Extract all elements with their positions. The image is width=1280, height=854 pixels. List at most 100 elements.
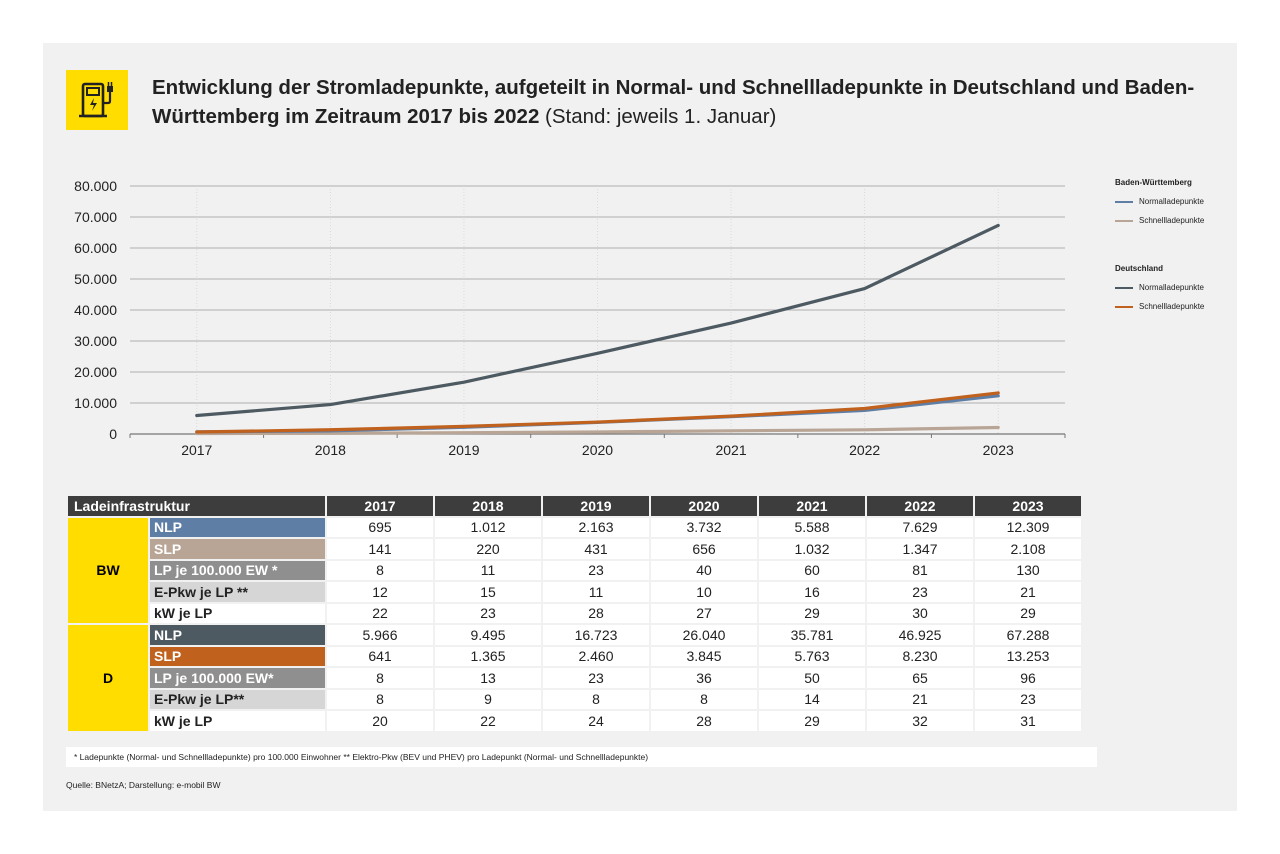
legend-label: Schnellladepunkte xyxy=(1139,216,1205,225)
table-cell: 28 xyxy=(651,711,757,731)
table-cell: 21 xyxy=(975,582,1081,602)
x-tick-label: 2019 xyxy=(448,442,479,458)
table-cell: 22 xyxy=(327,603,433,623)
x-tick-label: 2022 xyxy=(849,442,880,458)
table-cell: 641 xyxy=(327,646,433,666)
ev-charging-station-icon xyxy=(79,82,113,118)
table-cell: 50 xyxy=(759,668,865,688)
table-cell: 14 xyxy=(759,689,865,709)
legend-swatch xyxy=(1115,305,1133,308)
y-tick-label: 60.000 xyxy=(74,240,117,256)
x-tick-label: 2018 xyxy=(315,442,346,458)
table-cell: 31 xyxy=(975,711,1081,731)
table-cell: 12 xyxy=(327,582,433,602)
year-header: 2018 xyxy=(435,496,541,516)
table-cell: 67.288 xyxy=(975,625,1081,645)
table-cell: 23 xyxy=(543,560,649,580)
title-bold: Entwicklung der Stromladepunkte, aufgete… xyxy=(152,76,1195,128)
table-row: kW je LP 20 22 24 28 29 32 31 xyxy=(68,711,1081,731)
table-cell: 1.012 xyxy=(435,517,541,537)
table-cell: 13.253 xyxy=(975,646,1081,666)
legend-group-title: Deutschland xyxy=(1115,264,1164,273)
table-cell: 2.460 xyxy=(543,646,649,666)
row-label: E-Pkw je LP** xyxy=(150,689,325,709)
table-cell: 12.309 xyxy=(975,517,1081,537)
table-cell: 9 xyxy=(435,689,541,709)
series-line-d-schnell xyxy=(195,391,1000,434)
table-cell: 46.925 xyxy=(867,625,973,645)
table-row: E-Pkw je LP ** 12 15 11 10 16 23 21 xyxy=(68,582,1081,602)
table-cell: 1.032 xyxy=(759,539,865,559)
table-row: D NLP 5.966 9.495 16.723 26.040 35.781 46.925 67… xyxy=(68,625,1081,731)
year-header: 2022 xyxy=(867,496,973,516)
table-cell: 40 xyxy=(651,560,757,580)
group-label: D xyxy=(68,625,148,731)
line-chart: 0 10.000 20.000 30.000 40.000 50.000 60.000 70.… xyxy=(74,178,1066,458)
y-tick-label: 0 xyxy=(109,426,117,442)
table-cell: 81 xyxy=(867,560,973,580)
table-cell: 8 xyxy=(651,689,757,709)
table-cell: 141 xyxy=(327,539,433,559)
year-header: 2019 xyxy=(543,496,649,516)
table-cell: 20 xyxy=(327,711,433,731)
row-label: kW je LP xyxy=(150,603,325,623)
table-cell: 9.495 xyxy=(435,625,541,645)
title-suffix: (Stand: jeweils 1. Januar) xyxy=(539,105,777,128)
table-cell: 15 xyxy=(435,582,541,602)
legend-item: Normalladepunkte xyxy=(1115,283,1204,292)
table-header-row: Ladeinfrastruktur 2017 2018 2019 2020 20… xyxy=(68,496,1081,516)
table-cell: 11 xyxy=(435,560,541,580)
table-cell: 27 xyxy=(651,603,757,623)
legend-item: Schnellladepunkte xyxy=(1115,302,1204,311)
row-label: SLP xyxy=(150,646,325,666)
table-cell: 16.723 xyxy=(543,625,649,645)
table-cell: 3.732 xyxy=(651,517,757,537)
table-cell: 29 xyxy=(759,603,865,623)
year-header: 2017 xyxy=(327,496,433,516)
table-cell: 16 xyxy=(759,582,865,602)
table-cell: 35.781 xyxy=(759,625,865,645)
table-row: LP je 100.000 EW* 8 13 23 36 50 65 96 xyxy=(68,668,1081,688)
table-cell: 13 xyxy=(435,668,541,688)
table-cell: 1.365 xyxy=(435,646,541,666)
table-cell: 24 xyxy=(543,711,649,731)
table-cell: 10 xyxy=(651,582,757,602)
year-header: 2021 xyxy=(759,496,865,516)
group-label: BW xyxy=(68,517,148,623)
table-row: BW NLP 695 1.012 2.163 3.732 5.588 7.629 12.309 xyxy=(68,517,1081,623)
y-tick-label: 40.000 xyxy=(74,302,117,318)
row-label: NLP xyxy=(150,517,325,537)
row-label: NLP xyxy=(150,625,325,645)
table-cell: 2.108 xyxy=(975,539,1081,559)
table-cell: 8 xyxy=(327,560,433,580)
table-cell: 8.230 xyxy=(867,646,973,666)
table-row: LP je 100.000 EW * 8 11 23 40 60 81 130 xyxy=(68,560,1081,580)
table-cell: 21 xyxy=(867,689,973,709)
table-cell: 23 xyxy=(975,689,1081,709)
legend-item: Normalladepunkte xyxy=(1115,197,1204,206)
page-title: Entwicklung der Stromladepunkte, aufgete… xyxy=(152,73,1212,131)
x-tick-label: 2017 xyxy=(181,442,212,458)
row-label: LP je 100.000 EW* xyxy=(150,668,325,688)
table-cell: 23 xyxy=(435,603,541,623)
y-tick-label: 30.000 xyxy=(74,333,117,349)
table-cell: 695 xyxy=(327,517,433,537)
table-cell: 29 xyxy=(759,711,865,731)
series-line-d-normal xyxy=(195,223,1000,418)
table-row: SLP 641 1.365 2.460 3.845 5.763 8.230 13.253 xyxy=(68,646,1081,666)
table-cell: 32 xyxy=(867,711,973,731)
table-cell: 30 xyxy=(867,603,973,623)
table-cell: 96 xyxy=(975,668,1081,688)
x-tick-label: 2020 xyxy=(582,442,613,458)
table-row: E-Pkw je LP** 8 9 8 8 14 21 23 xyxy=(68,689,1081,709)
table-cell: 65 xyxy=(867,668,973,688)
table-cell: 1.347 xyxy=(867,539,973,559)
table-header-label: Ladeinfrastruktur xyxy=(68,496,325,516)
table-cell: 5.763 xyxy=(759,646,865,666)
year-header: 2020 xyxy=(651,496,757,516)
row-label: SLP xyxy=(150,539,325,559)
table-cell: 26.040 xyxy=(651,625,757,645)
table-cell: 3.845 xyxy=(651,646,757,666)
table-cell: 5.588 xyxy=(759,517,865,537)
table-cell: 2.163 xyxy=(543,517,649,537)
